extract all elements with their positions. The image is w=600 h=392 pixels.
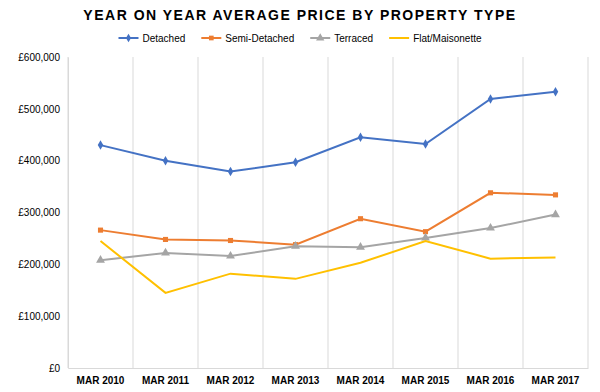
series-marker [356, 242, 365, 250]
x-tick-label: MAR 2013 [272, 375, 320, 386]
y-tick: £400,000 [18, 155, 68, 166]
legend-item: Detached [118, 33, 185, 44]
series-line [101, 241, 556, 293]
legend-item: Flat/Maisonette [389, 33, 482, 44]
grid [68, 57, 588, 368]
y-tick: £300,000 [18, 207, 68, 218]
series-marker [551, 209, 560, 217]
series-marker [98, 140, 103, 149]
series-marker [98, 228, 103, 233]
series-marker [228, 238, 233, 243]
y-tick-label: £0 [49, 363, 61, 374]
grid-line [523, 57, 524, 368]
grid-line [68, 57, 69, 368]
series-marker [488, 94, 493, 103]
chart: YEAR ON YEAR AVERAGE PRICE BY PROPERTY T… [0, 0, 600, 392]
legend: Detached Semi-Detached Terraced Flat/Maison… [118, 33, 481, 44]
y-tick-label: £100,000 [18, 311, 60, 322]
y-tick: £600,000 [18, 52, 68, 63]
y-tick-label: £500,000 [18, 104, 60, 115]
legend-swatch [389, 37, 409, 39]
x-tick-label: MAR 2014 [337, 375, 385, 386]
y-axis-line [68, 58, 69, 369]
x-tick-label: MAR 2010 [77, 375, 125, 386]
y-axis: £0 £100,000 £200,000 £300,000 £400,000 £500,0… [18, 52, 68, 374]
legend-label: Terraced [334, 33, 373, 44]
x-tick: MAR 2017 [532, 368, 580, 386]
y-tick-label: £600,000 [18, 52, 60, 63]
series-marker [358, 216, 363, 221]
y-tick: £200,000 [18, 259, 68, 270]
grid-line [133, 57, 134, 368]
x-tick: MAR 2015 [402, 368, 450, 386]
series-line [101, 193, 556, 245]
legend-marker [316, 33, 324, 40]
legend-item: Terraced [310, 33, 373, 44]
x-axis: MAR 2010 MAR 2011 MAR 2012 MAR 2013 MAR 2014… [69, 368, 589, 386]
legend-label: Flat/Maisonette [413, 33, 482, 44]
x-tick: MAR 2016 [467, 368, 515, 386]
x-tick-label: MAR 2017 [532, 375, 580, 386]
grid-line [263, 57, 264, 368]
y-tick-label: £400,000 [18, 155, 60, 166]
y-tick: £500,000 [18, 104, 68, 115]
legend-label: Semi-Detached [225, 33, 294, 44]
grid-line [328, 57, 329, 368]
series-marker [291, 241, 300, 249]
x-tick: MAR 2014 [337, 368, 385, 386]
x-tick-label: MAR 2012 [207, 375, 255, 386]
legend-marker [209, 36, 214, 41]
series-marker [421, 233, 430, 241]
x-tick-label: MAR 2011 [142, 375, 190, 386]
series-marker [161, 248, 170, 256]
title: YEAR ON YEAR AVERAGE PRICE BY PROPERTY T… [83, 7, 516, 23]
series-marker [226, 251, 235, 259]
grid-line [588, 57, 589, 368]
y-tick: £0 [49, 363, 68, 374]
y-tick: £100,000 [18, 311, 68, 322]
legend-item: Semi-Detached [201, 33, 294, 44]
plot-area [96, 87, 560, 293]
y-tick-label: £300,000 [18, 207, 60, 218]
x-tick: MAR 2010 [77, 368, 125, 386]
grid-line [198, 57, 199, 368]
series-marker [358, 133, 363, 142]
series-marker [553, 87, 558, 96]
series-line [101, 215, 556, 261]
x-tick: MAR 2011 [142, 368, 190, 386]
series-marker [486, 223, 495, 231]
series-marker [423, 139, 428, 148]
series-marker [228, 167, 233, 176]
legend-marker [126, 34, 131, 43]
x-tick-label: MAR 2015 [402, 375, 450, 386]
x-tick: MAR 2012 [207, 368, 255, 386]
grid-line [393, 57, 394, 368]
series-marker [293, 157, 298, 166]
y-tick-label: £200,000 [18, 259, 60, 270]
series-line [101, 92, 556, 172]
x-tick-label: MAR 2016 [467, 375, 515, 386]
legend-label: Detached [142, 33, 185, 44]
series-marker [96, 255, 105, 263]
x-axis-line [69, 368, 589, 369]
x-tick: MAR 2013 [272, 368, 320, 386]
series-marker [163, 156, 168, 165]
series-marker [488, 190, 493, 195]
series-marker [553, 192, 558, 197]
series-marker [163, 237, 168, 242]
